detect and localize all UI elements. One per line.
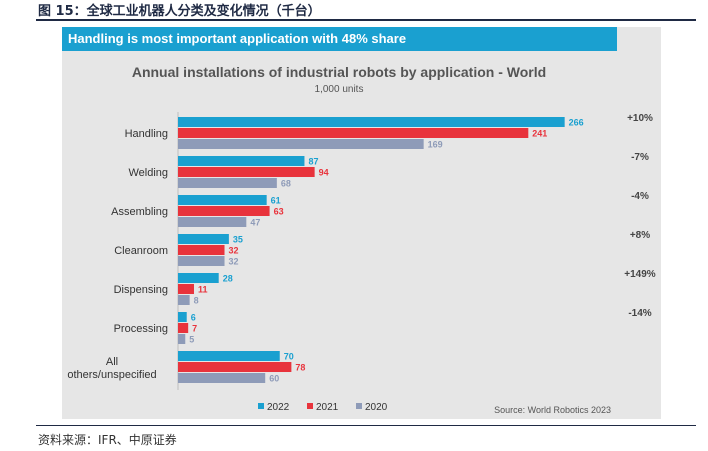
category-label-welding: Welding <box>128 167 168 179</box>
top-rule <box>36 19 696 21</box>
bar-welding-2020 <box>178 178 277 188</box>
bar-dispensing-2021 <box>178 284 194 294</box>
change-label-welding: -7% <box>631 152 649 163</box>
bar-all-others-unspecified-2020 <box>178 373 266 383</box>
category-label-all-others-unspecified: All others/unspecified <box>67 356 156 381</box>
legend-swatch-2021 <box>307 403 313 409</box>
value-label-cleanroom-2020: 32 <box>229 257 239 267</box>
value-label-processing-2022: 6 <box>191 313 196 323</box>
bar-cleanroom-2022 <box>178 234 229 244</box>
change-label-assembling: -4% <box>631 191 649 202</box>
bar-cleanroom-2020 <box>178 256 225 266</box>
figure-title: 图 15：全球工业机器人分类及变化情况（千台） <box>38 4 321 19</box>
bar-dispensing-2022 <box>178 273 219 283</box>
value-label-handling-2022: 266 <box>569 118 584 128</box>
value-label-cleanroom-2022: 35 <box>233 235 243 245</box>
change-label-cleanroom: +8% <box>630 230 650 241</box>
change-label-dispensing: +149% <box>624 269 656 280</box>
bar-cleanroom-2021 <box>178 245 225 255</box>
value-label-cleanroom-2021: 32 <box>229 246 239 256</box>
legend-swatch-2020 <box>356 403 362 409</box>
bottom-rule <box>36 425 696 426</box>
bar-processing-2020 <box>178 334 186 344</box>
value-label-handling-2021: 241 <box>532 129 547 139</box>
category-label-handling: Handling <box>125 128 168 140</box>
chart-banner: Handling is most important application w… <box>62 27 617 51</box>
bar-handling-2021 <box>178 128 529 138</box>
value-label-assembling-2021: 63 <box>274 207 284 217</box>
bar-assembling-2021 <box>178 206 270 216</box>
chart-title: Annual installations of industrial robot… <box>132 64 546 80</box>
bar-processing-2022 <box>178 312 187 322</box>
value-label-welding-2021: 94 <box>319 168 329 178</box>
source-label: Source: World Robotics 2023 <box>494 405 611 415</box>
value-label-processing-2021: 7 <box>192 324 197 334</box>
category-label-dispensing: Dispensing <box>114 284 168 296</box>
bar-handling-2020 <box>178 139 424 149</box>
bar-processing-2021 <box>178 323 189 333</box>
bar-all-others-unspecified-2022 <box>178 351 280 361</box>
category-label-assembling: Assembling <box>111 206 168 218</box>
bar-assembling-2020 <box>178 217 247 227</box>
change-label-processing: -14% <box>628 308 651 319</box>
value-label-all-others-unspecified-2020: 60 <box>269 374 279 384</box>
change-label-handling: +10% <box>627 113 653 124</box>
value-label-dispensing-2020: 8 <box>194 296 199 306</box>
bar-handling-2022 <box>178 117 565 127</box>
source-note: 资料来源：IFR、中原证券 <box>38 433 177 447</box>
value-label-all-others-unspecified-2022: 70 <box>284 352 294 362</box>
value-label-welding-2020: 68 <box>281 179 291 189</box>
value-label-assembling-2022: 61 <box>271 196 281 206</box>
value-label-welding-2022: 87 <box>308 157 318 167</box>
value-label-all-others-unspecified-2021: 78 <box>295 363 305 373</box>
chart-panel <box>62 27 661 419</box>
value-label-dispensing-2021: 11 <box>198 285 208 295</box>
legend-label-2021: 2021 <box>316 402 339 413</box>
value-label-handling-2020: 169 <box>428 140 443 150</box>
legend-label-2020: 2020 <box>365 402 388 413</box>
bar-all-others-unspecified-2021 <box>178 362 292 372</box>
bar-assembling-2022 <box>178 195 267 205</box>
value-label-dispensing-2022: 28 <box>223 274 233 284</box>
value-label-assembling-2020: 47 <box>250 218 260 228</box>
legend-label-2022: 2022 <box>267 402 290 413</box>
value-label-processing-2020: 5 <box>189 335 194 345</box>
bar-welding-2021 <box>178 167 315 177</box>
legend-swatch-2022 <box>258 403 264 409</box>
bar-dispensing-2020 <box>178 295 190 305</box>
chart-subtitle: 1,000 units <box>315 84 364 95</box>
category-label-processing: Processing <box>114 323 168 335</box>
category-label-cleanroom: Cleanroom <box>114 245 168 257</box>
bar-welding-2022 <box>178 156 305 166</box>
